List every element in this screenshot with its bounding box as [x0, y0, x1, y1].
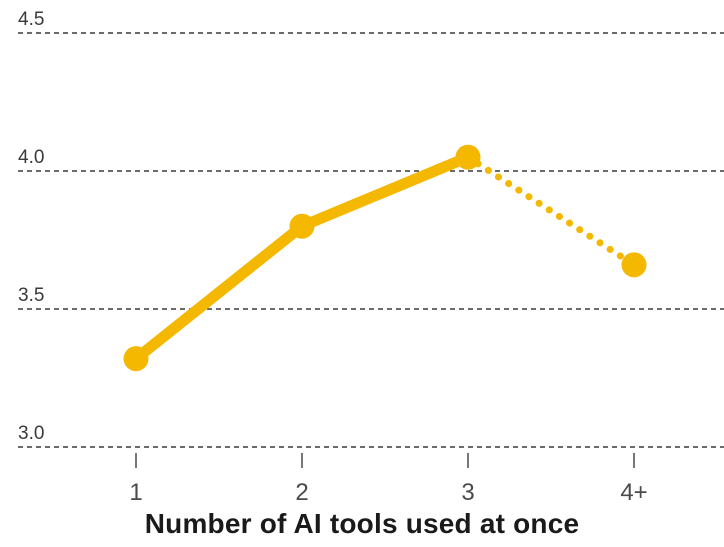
data-point [289, 213, 315, 239]
gridlines [18, 32, 724, 448]
x-axis-ticks: 1 2 3 4+ [129, 453, 648, 506]
x-tick-label: 4+ [620, 479, 647, 506]
y-tick-label: 4.5 [18, 9, 44, 30]
series-line [130, 151, 638, 365]
series-segment [296, 151, 474, 232]
y-tick-label: 4.0 [18, 147, 44, 168]
data-point [621, 252, 647, 278]
data-point [123, 346, 149, 372]
y-tick-label: 3.5 [18, 285, 44, 306]
x-axis-title: Number of AI tools used at once [144, 508, 580, 539]
y-axis-tick-labels: 3.0 3.5 4.0 4.5 [18, 9, 44, 444]
series-points [123, 144, 647, 372]
y-tick-label: 3.0 [18, 423, 44, 444]
series-segment [130, 220, 308, 365]
x-tick-label: 1 [129, 479, 142, 506]
x-tick-label: 3 [461, 479, 474, 506]
series-segment-dotted [464, 153, 638, 269]
x-tick-label: 2 [295, 479, 308, 506]
data-point [455, 144, 481, 170]
